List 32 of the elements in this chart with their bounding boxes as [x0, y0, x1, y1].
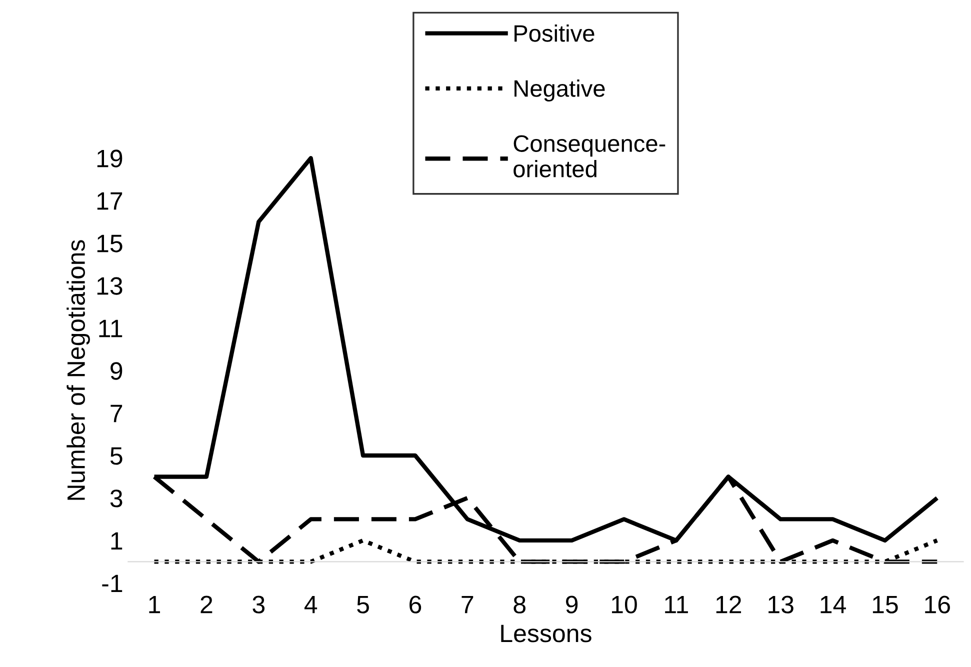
x-tick-label: 1	[149, 596, 160, 614]
y-tick-label: 13	[97, 277, 122, 295]
x-tick-label: 2	[200, 596, 212, 614]
legend-label: Negative	[514, 80, 605, 102]
y-tick-label: 19	[97, 150, 122, 168]
x-axis-title: Lessons	[501, 624, 592, 642]
x-tick-label: 5	[357, 596, 369, 614]
y-tick-label: 5	[110, 447, 122, 465]
x-tick-label: 9	[566, 596, 578, 614]
y-tick-label: 9	[110, 362, 122, 380]
x-tick-label: 15	[872, 596, 898, 614]
x-tick-label: 10	[612, 596, 637, 614]
x-tick-label: 11	[665, 596, 688, 614]
x-tick-label: 13	[768, 596, 794, 614]
x-tick-label: 6	[410, 596, 422, 614]
legend-label: Consequence-oriented	[514, 135, 666, 178]
y-tick-label: 11	[99, 320, 122, 338]
x-tick-label: 14	[820, 596, 846, 614]
x-tick-label: 4	[304, 596, 318, 614]
y-tick-label: 17	[97, 192, 122, 210]
legend-label: Positive	[514, 24, 594, 42]
x-tick-label: 3	[252, 596, 265, 614]
y-tick-label: -1	[102, 574, 122, 592]
y-tick-label: 3	[110, 490, 122, 508]
x-tick-label: 7	[462, 596, 474, 614]
y-tick-label: 7	[110, 404, 122, 422]
y-tick-label: 1	[111, 532, 122, 550]
y-tick-label: 15	[97, 234, 122, 252]
x-tick-label: 12	[716, 596, 742, 614]
x-tick-label: 16	[925, 596, 950, 614]
y-axis-title: Number of Negotiations	[66, 240, 90, 500]
x-tick-label: 8	[514, 596, 526, 614]
